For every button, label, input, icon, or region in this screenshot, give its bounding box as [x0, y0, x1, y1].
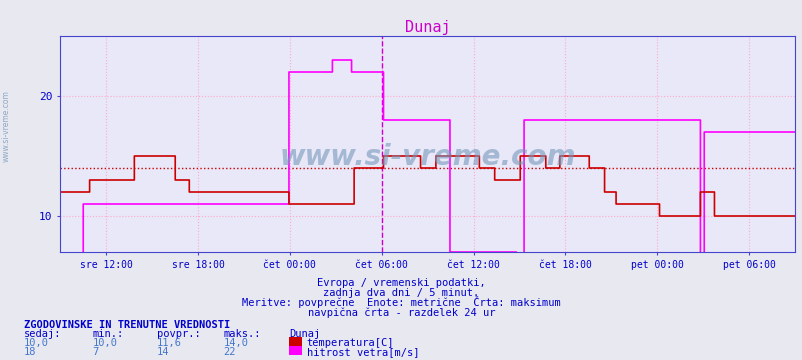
- Text: povpr.:: povpr.:: [156, 329, 200, 339]
- Text: 10,0: 10,0: [92, 338, 117, 348]
- Text: www.si-vreme.com: www.si-vreme.com: [279, 143, 575, 171]
- Text: Meritve: povprečne  Enote: metrične  Črta: maksimum: Meritve: povprečne Enote: metrične Črta:…: [242, 296, 560, 308]
- Text: hitrost vetra[m/s]: hitrost vetra[m/s]: [306, 347, 419, 357]
- Text: 22: 22: [223, 347, 236, 357]
- Text: www.si-vreme.com: www.si-vreme.com: [2, 90, 11, 162]
- Text: Evropa / vremenski podatki,: Evropa / vremenski podatki,: [317, 278, 485, 288]
- Text: 14,0: 14,0: [223, 338, 248, 348]
- Text: sedaj:: sedaj:: [24, 329, 62, 339]
- Text: zadnja dva dni / 5 minut.: zadnja dva dni / 5 minut.: [323, 288, 479, 298]
- Text: ZGODOVINSKE IN TRENUTNE VREDNOSTI: ZGODOVINSKE IN TRENUTNE VREDNOSTI: [24, 320, 230, 330]
- Text: 11,6: 11,6: [156, 338, 181, 348]
- Text: navpična črta - razdelek 24 ur: navpična črta - razdelek 24 ur: [307, 307, 495, 318]
- Text: 18: 18: [24, 347, 37, 357]
- Text: Dunaj: Dunaj: [289, 329, 320, 339]
- Text: maks.:: maks.:: [223, 329, 261, 339]
- Text: 7: 7: [92, 347, 99, 357]
- Text: 10,0: 10,0: [24, 338, 49, 348]
- Text: min.:: min.:: [92, 329, 124, 339]
- Title: Dunaj: Dunaj: [404, 20, 450, 35]
- Text: 14: 14: [156, 347, 169, 357]
- Text: temperatura[C]: temperatura[C]: [306, 338, 394, 348]
